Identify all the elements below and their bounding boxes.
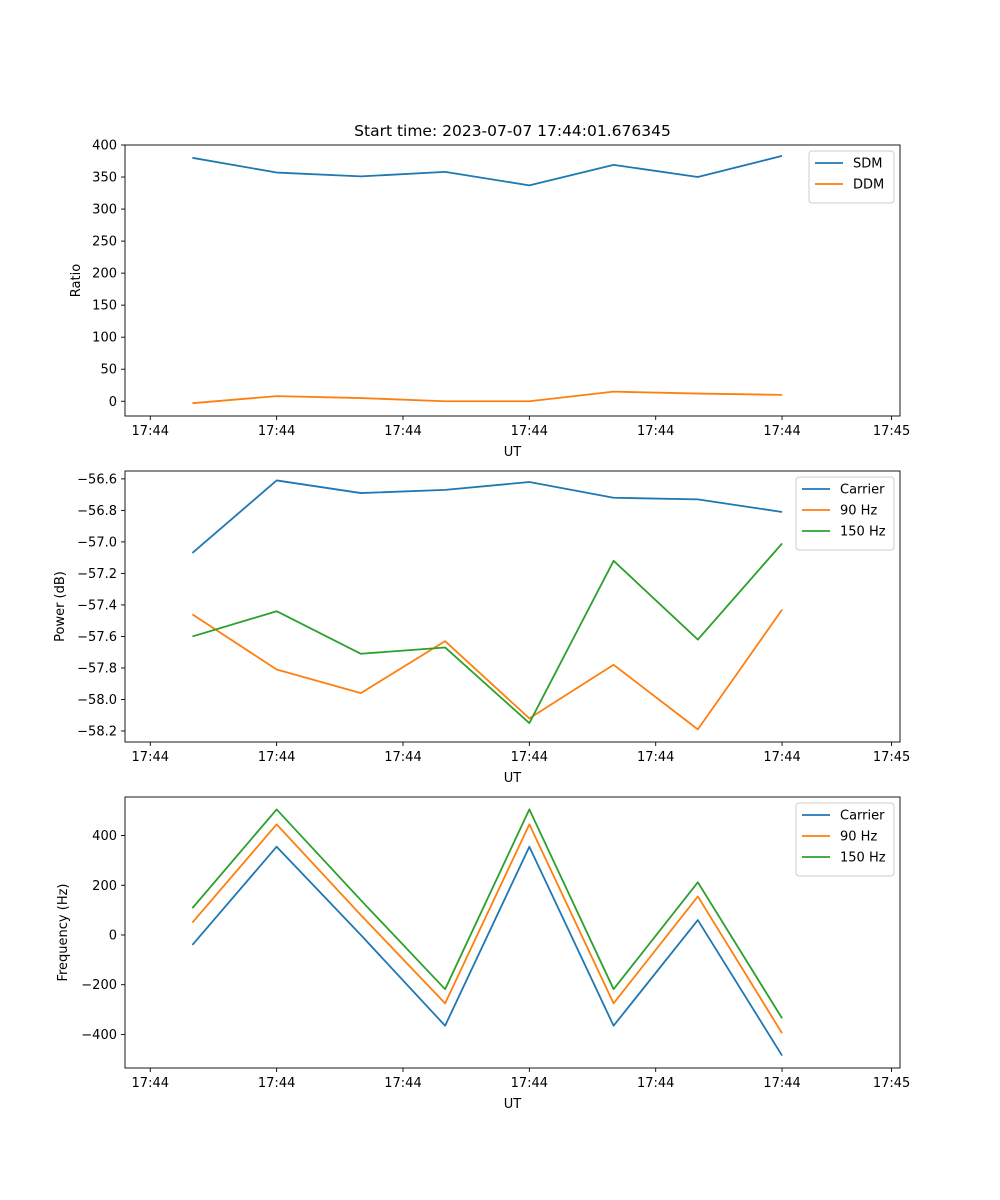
- legend-box: [808, 150, 895, 204]
- legend-label: 90 Hz: [840, 504, 877, 519]
- x-tick-label: 17:44: [384, 1076, 421, 1091]
- y-tick-label: 0: [109, 395, 117, 410]
- x-tick-label: 17:44: [258, 750, 295, 765]
- y-tick-label: −57.2: [77, 567, 117, 582]
- y-axis-label: Power (dB): [53, 571, 68, 642]
- x-tick-label: 17:44: [637, 1076, 674, 1091]
- legend-label: Carrier: [840, 483, 885, 498]
- x-tick-label: 17:44: [637, 424, 674, 439]
- axes-frame: [124, 144, 901, 417]
- x-tick-label: 17:44: [384, 424, 421, 439]
- x-axis-label: UT: [504, 771, 522, 786]
- x-tick-label: 17:45: [873, 1076, 910, 1091]
- y-tick-label: 200: [92, 267, 117, 282]
- x-tick-label: 17:44: [132, 1076, 169, 1091]
- y-tick-label: 0: [109, 928, 117, 943]
- y-tick-label: 50: [100, 363, 117, 378]
- x-tick-label: 17:44: [511, 1076, 548, 1091]
- x-tick-label: 17:44: [258, 424, 295, 439]
- chart-1: 17:44 17:44 17:44 17:44 17:44 17:44 17:45 0 50 10…: [69, 139, 910, 461]
- y-tick-label: 400: [92, 829, 117, 844]
- y-axis-label: Ratio: [69, 264, 84, 297]
- x-axis-label: UT: [504, 1097, 522, 1112]
- series-line-90-hz: [191, 823, 783, 1034]
- axes-frame: [124, 796, 901, 1069]
- y-tick-label: 400: [92, 139, 117, 154]
- x-tick-label: 17:44: [637, 750, 674, 765]
- x-tick-label: 17:44: [763, 750, 800, 765]
- series-line-carrier: [191, 845, 783, 1057]
- legend-label: 150 Hz: [840, 851, 886, 866]
- legend: Carrier 90 Hz 150 Hz: [795, 802, 895, 877]
- legend-label: Carrier: [840, 809, 885, 824]
- y-tick-label: 300: [92, 203, 117, 218]
- series-line-150-hz: [192, 542, 783, 724]
- x-tick-label: 17:44: [511, 750, 548, 765]
- y-tick-label: −400: [81, 1028, 117, 1043]
- y-tick-label: −58.2: [77, 724, 117, 739]
- y-tick-label: 150: [92, 299, 117, 314]
- y-tick-label: −56.6: [77, 472, 117, 487]
- series-line-ddm: [192, 390, 783, 405]
- x-tick-label: 17:44: [511, 424, 548, 439]
- legend-label: DDM: [853, 178, 884, 193]
- y-tick-label: 250: [92, 235, 117, 250]
- y-tick-label: −57.6: [77, 630, 117, 645]
- y-axis-label: Frequency (Hz): [56, 883, 71, 981]
- y-tick-label: 200: [92, 879, 117, 894]
- chart-3: 17:44 17:44 17:44 17:44 17:44 17:44 17:45 400 20…: [56, 796, 910, 1112]
- series-line-carrier: [191, 479, 783, 554]
- legend-label: 150 Hz: [840, 525, 886, 540]
- y-tick-label: 350: [92, 171, 117, 186]
- series-line-150-hz: [191, 808, 783, 1019]
- x-tick-label: 17:44: [384, 750, 421, 765]
- legend: SDM DDM: [808, 150, 895, 204]
- chart-2: 17:44 17:44 17:44 17:44 17:44 17:44 17:45 −56.6…: [53, 470, 910, 786]
- series-line-sdm: [192, 155, 783, 187]
- legend-label: 90 Hz: [840, 830, 877, 845]
- y-tick-label: −57.0: [77, 535, 117, 550]
- x-tick-label: 17:45: [873, 424, 910, 439]
- legend: Carrier 90 Hz 150 Hz: [795, 476, 895, 551]
- legend-label: SDM: [853, 157, 882, 172]
- series-line-90-hz: [191, 609, 783, 731]
- y-tick-label: −57.4: [77, 598, 117, 613]
- x-tick-label: 17:44: [132, 750, 169, 765]
- figure-title: Start time: 2023-07-07 17:44:01.676345: [354, 122, 671, 140]
- y-tick-label: 100: [92, 331, 117, 346]
- x-tick-label: 17:44: [258, 1076, 295, 1091]
- y-tick-label: −200: [81, 978, 117, 993]
- x-tick-label: 17:45: [873, 750, 910, 765]
- y-tick-label: −58.0: [77, 693, 117, 708]
- x-tick-label: 17:44: [132, 424, 169, 439]
- y-tick-label: −57.8: [77, 661, 117, 676]
- x-tick-label: 17:44: [763, 1076, 800, 1091]
- axes-frame: [124, 470, 901, 743]
- y-tick-label: −56.8: [77, 504, 117, 519]
- x-tick-label: 17:44: [763, 424, 800, 439]
- x-axis-label: UT: [504, 445, 522, 460]
